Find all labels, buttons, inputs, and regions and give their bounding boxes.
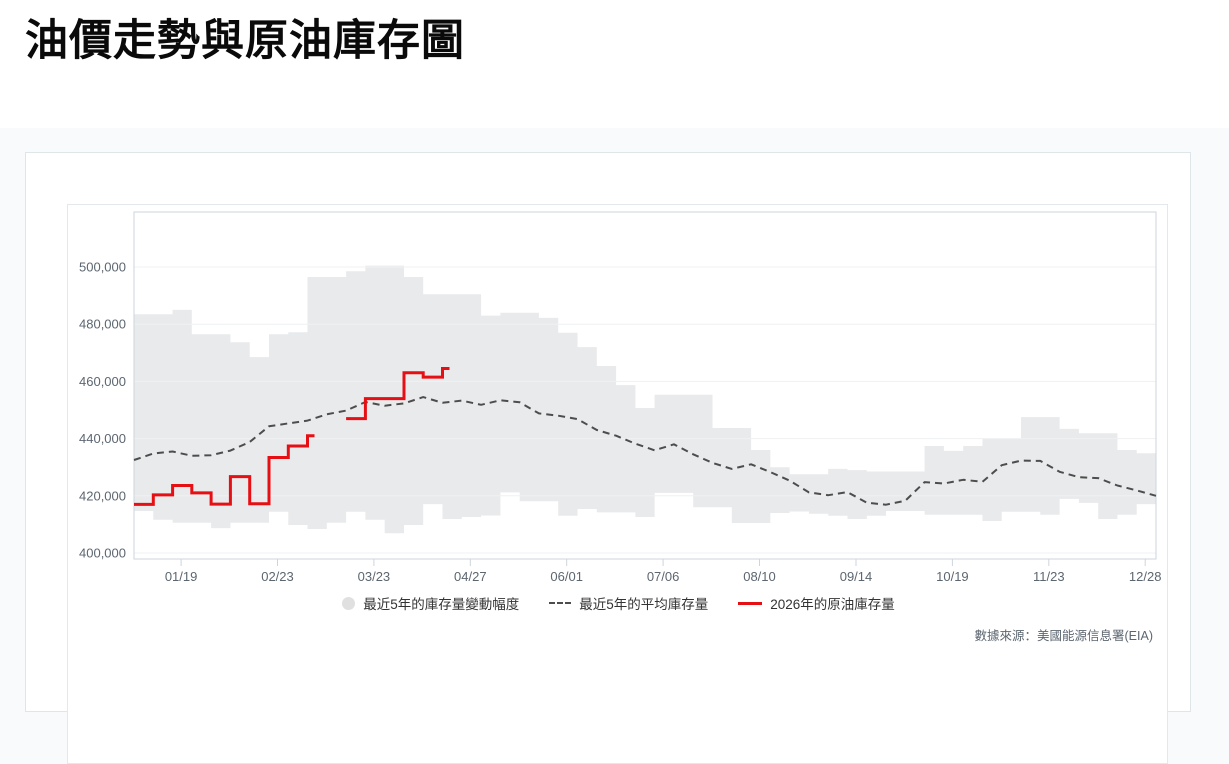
x-axis-label: 02/23 [261,569,294,584]
legend-dashed-marker-icon [549,602,572,604]
x-axis-label: 04/27 [454,569,487,584]
legend-area-marker-icon [342,596,356,610]
chart-card: 400,000 420,000 440,000 460,000 480,000 500,0… [25,152,1191,764]
y-axis-label: 420,000 [79,488,126,503]
y-axis-label: 460,000 [79,374,126,389]
legend-item-2[interactable]: 2026年的原油庫存量 [738,593,895,613]
x-axis-label: 06/01 [550,569,583,584]
red-line-series-2026 [346,367,450,421]
y-axis-label: 480,000 [79,317,126,332]
x-axis-label: 01/19 [165,569,198,584]
x-axis-label: 09/14 [840,569,873,584]
x-axis-label: 12/28 [1129,569,1162,584]
legend-label: 最近5年的庫存量變動幅度 [363,597,520,612]
band-series-5yr-range [134,265,1156,534]
x-axis-label: 03/23 [358,569,391,584]
legend-line-marker-icon [738,601,763,605]
y-axis-label: 400,000 [79,545,126,560]
chart-legend: 最近5年的庫存量變動幅度 最近5年的平均庫存量 2026年的原油庫存量 [68,593,1169,613]
legend-label: 最近5年的平均庫存量 [579,597,709,612]
red-line-series-2026 [134,434,315,506]
x-axis-label: 07/06 [647,569,680,584]
chart-panel: 400,000 420,000 440,000 460,000 480,000 500,0… [67,204,1168,764]
data-source-note: 數據來源：美國能源信息署(EIA) [974,629,1153,643]
inventory-chart: 400,000 420,000 440,000 460,000 480,000 500,0… [79,211,1162,584]
page-title: 油價走勢與原油庫存圖 [25,17,465,65]
x-axis-label: 10/19 [936,569,969,584]
x-axis-label: 11/23 [1033,569,1065,584]
avg-line-series-5yr [133,396,1157,506]
plot-border [133,211,1157,560]
legend-item-1[interactable]: 最近5年的平均庫存量 [549,593,708,613]
y-axis-label: 500,000 [79,259,126,274]
legend-item-0[interactable]: 最近5年的庫存量變動幅度 [342,593,519,613]
y-axis-label: 440,000 [79,431,126,446]
legend-label: 2026年的原油庫存量 [770,597,895,612]
x-axis-label: 08/10 [743,569,776,584]
page-header: 油價走勢與原油庫存圖 [0,0,1229,128]
